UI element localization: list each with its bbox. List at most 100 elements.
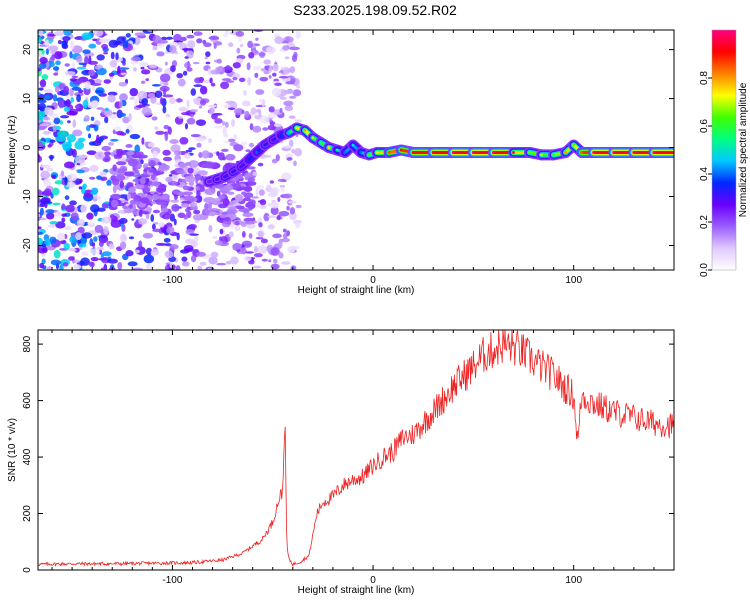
noise-blob <box>51 174 56 179</box>
noise-blob <box>148 159 156 167</box>
noise-blob <box>84 80 91 90</box>
noise-blob <box>164 61 168 66</box>
noise-blob <box>185 228 195 235</box>
noise-blob <box>279 107 283 113</box>
noise-blob <box>39 164 51 169</box>
noise-blob <box>53 117 61 125</box>
noise-blob <box>228 231 234 238</box>
ridge-point <box>632 151 636 154</box>
noise-blob <box>258 98 264 103</box>
noise-blob <box>259 76 269 82</box>
noise-blob <box>78 242 87 248</box>
noise-blob <box>56 232 66 241</box>
noise-blob <box>278 252 284 259</box>
noise-blob <box>105 107 109 112</box>
snr-y-tick-label: 400 <box>22 448 33 465</box>
noise-blob <box>292 89 302 97</box>
noise-blob <box>111 178 120 186</box>
noise-blob <box>100 176 108 181</box>
noise-blob <box>144 141 149 147</box>
noise-blob <box>216 200 222 204</box>
noise-blob <box>49 139 56 143</box>
noise-blob <box>38 237 44 246</box>
noise-blob <box>151 83 161 87</box>
noise-blob <box>78 62 87 66</box>
noise-blob <box>90 191 98 195</box>
noise-blob <box>228 206 238 210</box>
noise-blob <box>216 65 226 75</box>
noise-blob <box>108 72 115 77</box>
noise-blob <box>129 96 135 101</box>
noise-blob <box>295 204 302 209</box>
noise-blob <box>107 114 117 119</box>
noise-blob <box>294 148 303 157</box>
noise-blob <box>170 199 180 203</box>
noise-blob <box>57 39 62 45</box>
noise-blob <box>144 167 153 171</box>
noise-blob <box>241 191 247 196</box>
noise-blob <box>192 214 205 221</box>
noise-blob <box>198 151 203 159</box>
noise-blob <box>58 83 65 89</box>
snr-marks <box>38 330 674 568</box>
noise-blob <box>124 171 135 177</box>
noise-blob <box>67 173 78 182</box>
noise-blob <box>72 119 77 128</box>
noise-blob <box>117 65 121 74</box>
noise-blob <box>91 85 96 92</box>
noise-blob <box>225 65 231 71</box>
snr-x-tick-label: 0 <box>370 575 376 586</box>
noise-blob <box>151 194 159 201</box>
noise-blob <box>104 116 109 124</box>
noise-blob <box>52 125 57 133</box>
noise-blob <box>285 81 295 85</box>
noise-blob <box>129 87 139 97</box>
noise-blob <box>53 249 61 259</box>
noise-blob <box>125 33 131 38</box>
noise-blob <box>207 68 212 76</box>
noise-blob <box>64 225 72 231</box>
ridge-point <box>492 151 495 154</box>
noise-blob <box>209 77 213 84</box>
noise-blob <box>107 258 118 264</box>
noise-blob <box>96 175 103 180</box>
noise-blob <box>42 244 47 248</box>
noise-blob <box>144 112 153 116</box>
noise-blob <box>227 191 235 195</box>
noise-blob <box>94 79 102 84</box>
noise-blob <box>281 238 290 243</box>
noise-blob <box>288 115 296 119</box>
noise-blob <box>279 96 287 100</box>
ridge-point <box>303 129 307 132</box>
noise-blob <box>214 118 223 124</box>
ridge-point <box>327 146 331 149</box>
colorbar: 0.0 0.2 0.4 0.6 0.8 Normalized spectral ampl… <box>699 29 749 277</box>
noise-blob <box>159 97 164 105</box>
noise-blob <box>196 190 201 197</box>
noise-blob <box>52 202 61 206</box>
noise-blob <box>257 162 264 167</box>
noise-blob <box>242 212 254 218</box>
noise-blob <box>254 72 259 78</box>
noise-blob <box>196 142 202 148</box>
noise-blob <box>54 51 63 60</box>
noise-blob <box>264 65 270 69</box>
noise-blob <box>287 245 296 254</box>
noise-blob <box>118 81 128 87</box>
snr-x-axis-label: Height of straight line (km) <box>298 585 415 596</box>
noise-blob <box>42 116 51 121</box>
noise-blob <box>130 56 141 62</box>
noise-blob <box>241 247 247 255</box>
noise-blob <box>152 228 162 233</box>
noise-blob <box>243 197 251 202</box>
noise-blob <box>82 99 89 109</box>
noise-blob <box>188 160 199 168</box>
noise-blob <box>53 31 65 37</box>
noise-blob <box>277 240 283 249</box>
noise-blob <box>289 95 297 99</box>
noise-blob <box>131 218 135 221</box>
spectrogram-y-tick-label: 10 <box>22 93 33 105</box>
noise-blob <box>183 195 196 201</box>
noise-blob <box>108 39 119 48</box>
noise-blob <box>200 163 212 169</box>
